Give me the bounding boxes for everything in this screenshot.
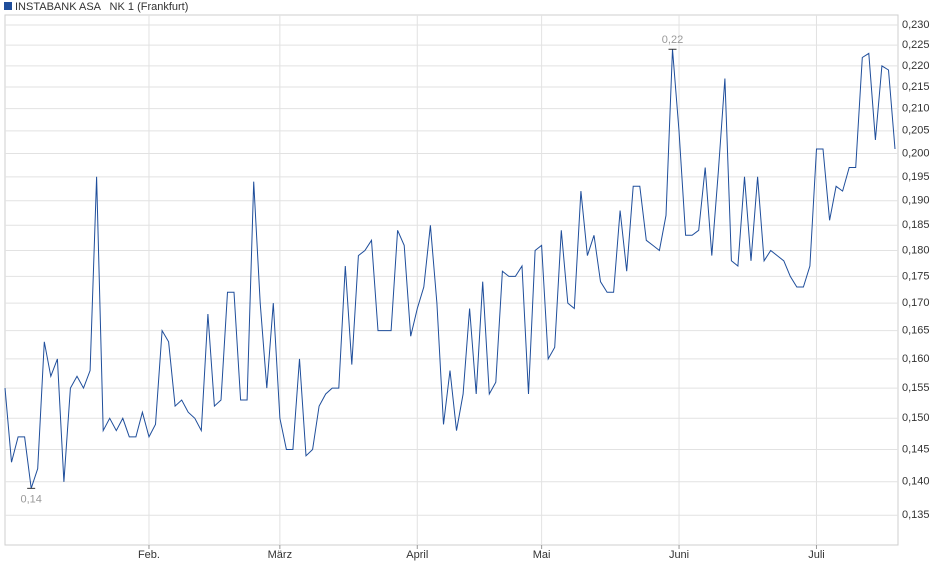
x-tick-label: Mai [533, 549, 551, 561]
y-tick-label: 0,195 [902, 171, 930, 183]
y-tick-label: 0,200 [902, 147, 930, 159]
y-tick-label: 0,205 [902, 125, 930, 137]
y-tick-label: 0,135 [902, 509, 930, 521]
extreme-label: 0,14 [20, 493, 41, 505]
plot-frame [4, 14, 899, 546]
x-tick-label: März [268, 549, 292, 561]
y-tick-label: 0,165 [902, 324, 930, 336]
y-tick-label: 0,140 [902, 476, 930, 488]
y-tick-label: 0,185 [902, 219, 930, 231]
y-tick-label: 0,190 [902, 195, 930, 207]
x-tick-label: Juli [808, 549, 825, 561]
price-line [4, 49, 896, 489]
x-tick-label: Juni [669, 549, 689, 561]
y-tick-label: 0,150 [902, 412, 930, 424]
y-tick-label: 0,160 [902, 353, 930, 365]
y-tick-label: 0,215 [902, 81, 930, 93]
y-tick-label: 0,175 [902, 270, 930, 282]
y-tick-label: 0,210 [902, 103, 930, 115]
x-tick-label: April [406, 549, 428, 561]
y-tick-label: 0,230 [902, 19, 930, 31]
y-tick-label: 0,180 [902, 244, 930, 256]
legend-label: INSTABANK ASA NK 1 (Frankfurt) [15, 1, 188, 13]
y-tick-label: 0,170 [902, 297, 930, 309]
y-tick-label: 0,220 [902, 60, 930, 72]
extreme-label: 0,22 [662, 34, 683, 46]
legend-swatch [4, 2, 12, 10]
y-tick-label: 0,155 [902, 382, 930, 394]
x-tick-label: Feb. [138, 549, 160, 561]
y-tick-label: 0,225 [902, 39, 930, 51]
y-tick-label: 0,145 [902, 443, 930, 455]
